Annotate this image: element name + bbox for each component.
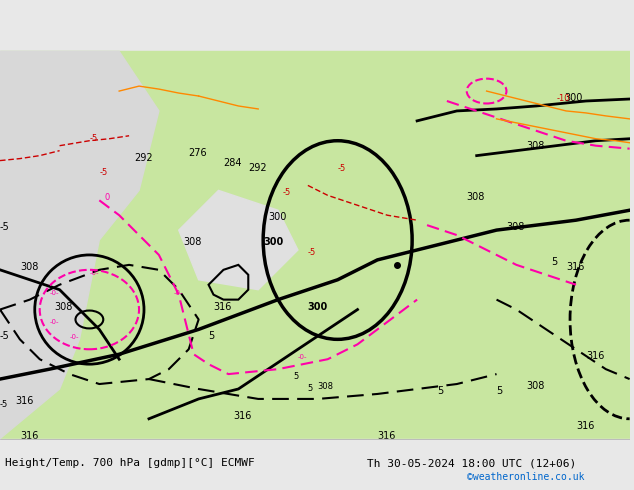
Text: 300: 300 — [263, 237, 283, 247]
Text: 316: 316 — [20, 431, 38, 441]
Text: 300: 300 — [268, 212, 287, 222]
Polygon shape — [179, 191, 298, 290]
Text: 292: 292 — [249, 163, 267, 172]
Text: -5: -5 — [0, 222, 10, 232]
Text: -0-: -0- — [89, 270, 99, 276]
Polygon shape — [0, 51, 159, 439]
Text: 292: 292 — [134, 152, 153, 163]
Text: -0-: -0- — [49, 290, 59, 295]
Text: 316: 316 — [566, 262, 585, 272]
Text: 316: 316 — [214, 301, 232, 312]
Text: -5: -5 — [100, 169, 108, 177]
Text: 316: 316 — [15, 396, 33, 406]
Text: 308: 308 — [526, 381, 545, 391]
Text: -5: -5 — [308, 248, 316, 257]
Text: -0-: -0- — [174, 290, 183, 295]
Text: Height/Temp. 700 hPa [gdmp][°C] ECMWF: Height/Temp. 700 hPa [gdmp][°C] ECMWF — [5, 459, 255, 468]
Text: 5: 5 — [293, 372, 298, 381]
Text: 316: 316 — [233, 411, 252, 421]
Text: 5: 5 — [437, 386, 443, 396]
Bar — [0, 51, 630, 439]
Text: -5: -5 — [89, 134, 98, 143]
Text: 0: 0 — [104, 194, 110, 202]
Bar — [0, 439, 630, 489]
Text: -0-: -0- — [49, 319, 59, 325]
Text: 300: 300 — [308, 301, 328, 312]
Text: 308: 308 — [184, 237, 202, 247]
Text: 308: 308 — [318, 382, 333, 391]
Text: 316: 316 — [576, 421, 594, 431]
Text: 5: 5 — [496, 386, 503, 396]
Text: 308: 308 — [55, 301, 73, 312]
Text: ©weatheronline.co.uk: ©weatheronline.co.uk — [467, 472, 585, 482]
Text: 308: 308 — [467, 192, 485, 202]
Text: 308: 308 — [20, 262, 38, 272]
Text: -5: -5 — [0, 331, 10, 342]
Text: -0-: -0- — [70, 334, 79, 341]
Text: 5: 5 — [209, 331, 215, 342]
Text: -5: -5 — [338, 164, 346, 172]
Text: 284: 284 — [223, 158, 242, 168]
Text: 300: 300 — [564, 93, 583, 103]
Text: 5: 5 — [308, 384, 313, 393]
Text: -0-: -0- — [298, 354, 307, 360]
Text: 316: 316 — [586, 351, 604, 361]
Text: -5: -5 — [283, 188, 291, 197]
Text: 308: 308 — [507, 222, 525, 232]
Text: -10: -10 — [556, 94, 569, 103]
Text: Th 30-05-2024 18:00 UTC (12+06): Th 30-05-2024 18:00 UTC (12+06) — [368, 459, 577, 468]
Text: 316: 316 — [377, 431, 396, 441]
Text: 308: 308 — [526, 141, 545, 150]
Text: 5: 5 — [551, 257, 557, 267]
Text: 276: 276 — [189, 147, 207, 158]
Text: -5: -5 — [0, 400, 8, 409]
